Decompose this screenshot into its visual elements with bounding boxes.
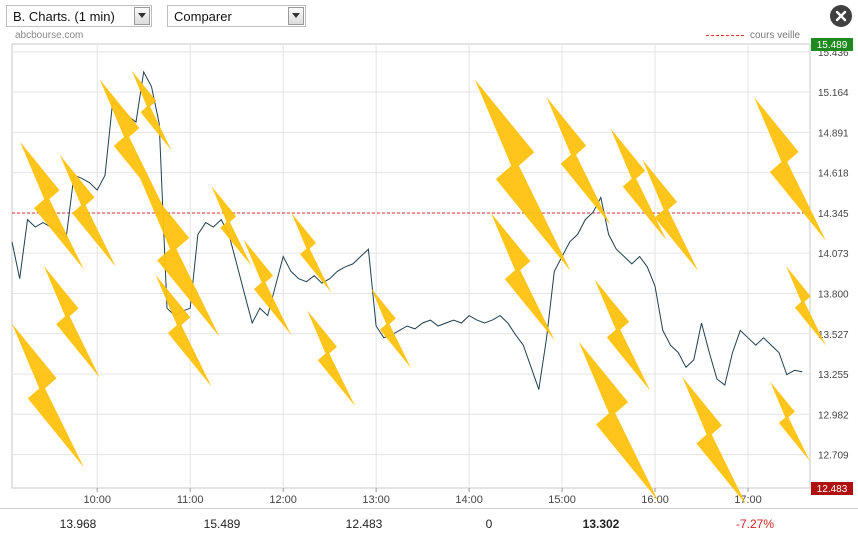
lightning-bolt [291, 212, 332, 293]
low-badge-label: 12.483 [817, 484, 848, 495]
x-tick-label: 16:00 [641, 494, 669, 506]
y-tick-label: 14.891 [818, 128, 849, 139]
lightning-bolt [578, 341, 659, 502]
price-chart: 12.709 12.982 13.255 13.527 13.800 14.073 14.3… [11, 38, 853, 506]
y-tick-label: 14.345 [818, 209, 849, 220]
x-tick-label: 10:00 [83, 494, 111, 506]
lightning-bolt [99, 79, 164, 208]
lightning-bolt [243, 239, 292, 336]
x-tick-label: 17:00 [734, 494, 762, 506]
lightning-bolt [594, 279, 651, 392]
compare-select[interactable]: Comparer [167, 5, 306, 27]
y-tick-label: 13.800 [818, 289, 849, 300]
y-tick-label: 14.618 [818, 169, 849, 180]
lightning-bolt [211, 186, 252, 266]
lightning-bolt [474, 79, 571, 272]
low-value: 12.483 [345, 517, 383, 531]
lightning-bolt [155, 274, 212, 387]
lightning-bolt [546, 97, 611, 225]
compare-select-label: Comparer [174, 9, 232, 24]
lightning-bolt [139, 177, 220, 337]
lightning-bolt [786, 266, 826, 346]
low-badge [811, 482, 853, 495]
period-select[interactable]: B. Charts. (1 min) [6, 5, 152, 27]
lightning-bolt [43, 266, 100, 378]
y-tick-label: 13.255 [818, 370, 849, 381]
close-icon[interactable] [830, 5, 852, 27]
previous-close-value: 13.968 [59, 517, 97, 531]
price-line [11, 70, 803, 390]
y-tick-label: 15.436 [818, 48, 849, 59]
lightning-bolt [754, 97, 826, 241]
y-tick-label: 12.982 [818, 410, 849, 421]
x-tick-label: 14:00 [455, 494, 483, 506]
y-tick-label: 14.073 [818, 249, 849, 260]
lightning-bolt [682, 377, 747, 505]
plot-area [11, 43, 811, 489]
high-badge [811, 38, 853, 51]
last-price-value: 13.302 [582, 517, 620, 531]
y-tick-label: 13.527 [818, 330, 849, 341]
x-tick-label: 12:00 [269, 494, 297, 506]
lightning-bolt [610, 128, 667, 241]
lightning-bolt [59, 155, 116, 267]
high-badge-label: 15.489 [817, 40, 848, 51]
legend-label: cours veille [750, 30, 801, 41]
x-tick-label: 15:00 [548, 494, 576, 506]
lightning-bolt [19, 141, 84, 270]
quote-summary-bar: 13.968 15.489 12.483 0 13.302 -7.27% [0, 508, 858, 539]
source-label: abcbourse.com [15, 30, 84, 41]
lightning-bolt [12, 323, 84, 468]
lightning-bolt [307, 310, 356, 407]
lightning-bolt [642, 159, 699, 272]
chevron-down-icon[interactable] [134, 7, 150, 25]
reference-line-swatch [706, 34, 744, 36]
legend: cours veille [706, 30, 800, 41]
lightning-bolt [371, 288, 411, 368]
volume-value: 0 [485, 517, 493, 531]
chevron-down-icon[interactable] [288, 7, 304, 25]
period-select-label: B. Charts. (1 min) [13, 9, 115, 24]
high-value: 15.489 [203, 517, 241, 531]
lightning-bolt [490, 212, 555, 341]
x-tick-label: 11:00 [177, 494, 204, 506]
variation-value: -7.27% [735, 517, 775, 531]
y-tick-label: 12.709 [818, 451, 849, 462]
y-tick-label: 15.164 [818, 88, 849, 99]
lightning-bolt [131, 70, 172, 151]
lightning-bolt [770, 381, 810, 462]
x-tick-label: 13:00 [362, 494, 390, 506]
